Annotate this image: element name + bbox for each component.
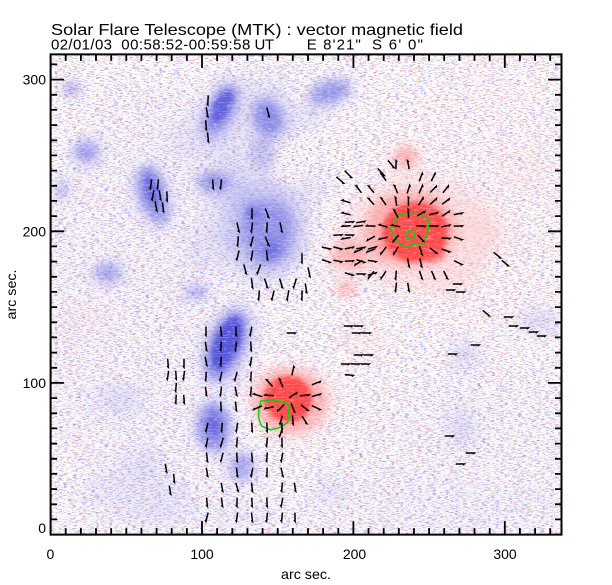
- svg-text:300: 300: [493, 546, 517, 562]
- svg-text:200: 200: [343, 546, 367, 562]
- svg-text:arc sec.: arc sec.: [3, 270, 19, 320]
- svg-text:0: 0: [38, 520, 46, 536]
- svg-text:arc sec.: arc sec.: [281, 566, 331, 582]
- svg-text:300: 300: [23, 72, 47, 88]
- svg-text:100: 100: [190, 546, 214, 562]
- svg-text:Solar Flare Telescope (MTK) :: Solar Flare Telescope (MTK) : vector mag…: [51, 22, 463, 39]
- svg-text:100: 100: [23, 375, 47, 391]
- svg-text:0: 0: [47, 546, 55, 562]
- svg-text:200: 200: [23, 223, 47, 239]
